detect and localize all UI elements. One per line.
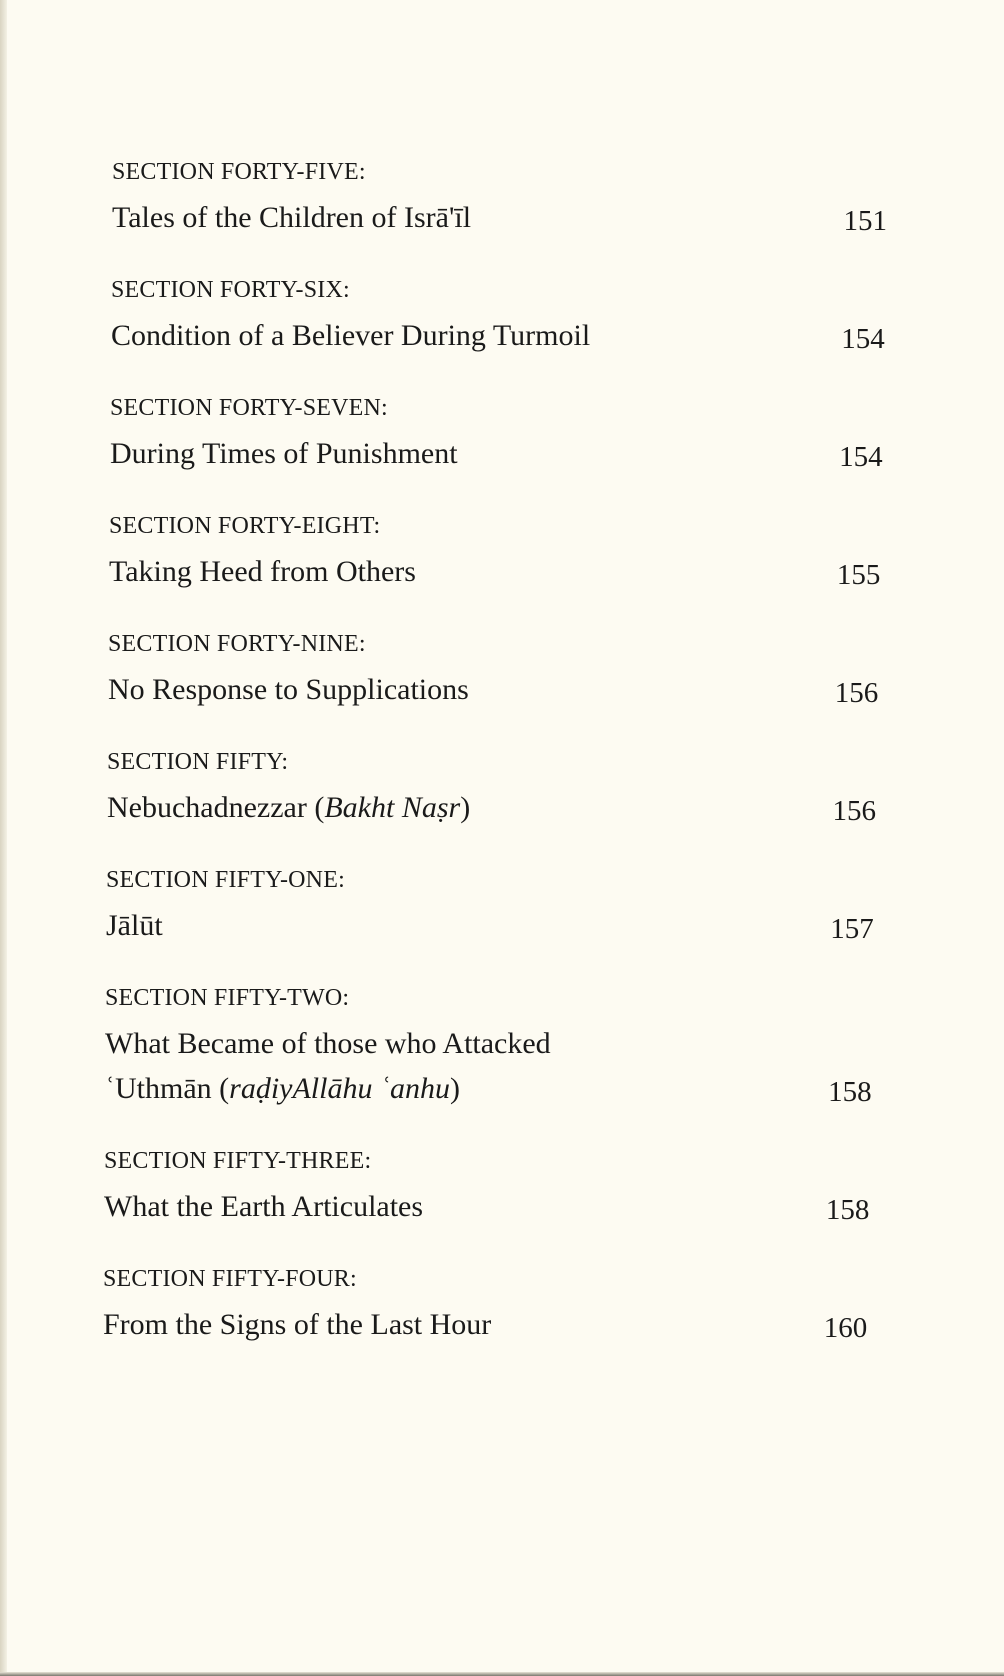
section-heading: SECTION FORTY-EIGHT: xyxy=(109,513,381,539)
page-number: 154 xyxy=(841,323,885,355)
section-title-line: During Times of Punishment xyxy=(110,431,458,476)
section-heading: SECTION FORTY-SEVEN: xyxy=(110,395,388,421)
section-title: During Times of Punishment xyxy=(110,431,458,476)
toc-entry: SECTION FIFTY-THREE: What the Earth Artic… xyxy=(104,1139,869,1229)
title-text: Tales of the Children of Isrā'īl xyxy=(112,201,472,234)
page-number: 158 xyxy=(825,1194,870,1226)
title-text: During Times of Punishment xyxy=(110,437,458,470)
section-heading: SECTION FIFTY-THREE: xyxy=(104,1148,372,1174)
page-number: 158 xyxy=(828,1076,872,1108)
title-text: Nebuchadnezzar ( xyxy=(107,791,325,824)
title-italic-text: raḍiyAllāhu ʿanhu xyxy=(229,1072,450,1105)
toc-entry: SECTION FORTY-NINE: No Response to Suppli… xyxy=(108,622,878,712)
section-title-line: What the Earth Articulates xyxy=(104,1184,423,1229)
section-title: What the Earth Articulates xyxy=(104,1184,423,1229)
title-text: What the Earth Articulates xyxy=(104,1190,424,1223)
section-heading: SECTION FORTY-NINE: xyxy=(108,631,366,657)
title-italic-text: Bakht Naṣr xyxy=(324,791,461,824)
section-heading: SECTION FORTY-FIVE: xyxy=(112,159,366,185)
section-title-line: Condition of a Believer During Turmoil xyxy=(111,313,590,358)
title-text: ) xyxy=(460,791,471,824)
toc-entry: SECTION FIFTY-FOUR: From the Signs of the… xyxy=(103,1257,867,1347)
page-number: 156 xyxy=(834,677,879,709)
table-of-contents: SECTION FORTY-FIVE: Tales of the Children… xyxy=(103,150,887,1375)
title-text: Condition of a Believer During Turmoil xyxy=(111,319,591,352)
section-title: Nebuchadnezzar (Bakht Naṣr) xyxy=(107,785,470,830)
toc-entry: SECTION FORTY-EIGHT: Taking Heed from Oth… xyxy=(109,504,880,594)
page-number: 154 xyxy=(839,441,883,473)
title-text: Jālūt xyxy=(106,909,163,942)
toc-entry: SECTION FIFTY-TWO: What Became of those w… xyxy=(105,976,872,1111)
section-title-line: Jālūt xyxy=(106,903,163,948)
section-title-line: From the Signs of the Last Hour xyxy=(103,1302,491,1347)
section-title-line: ʿUthmān (raḍiyAllāhu ʿanhu) xyxy=(105,1066,551,1111)
toc-entry: SECTION FORTY-SIX: Condition of a Believe… xyxy=(111,268,885,358)
section-heading: SECTION FIFTY: xyxy=(107,749,289,775)
page-number: 156 xyxy=(832,795,877,827)
section-heading: SECTION FIFTY-TWO: xyxy=(105,985,350,1011)
section-title: From the Signs of the Last Hour xyxy=(103,1302,491,1347)
section-heading: SECTION FIFTY-ONE: xyxy=(106,867,345,893)
title-text: What Became of those who Attacked xyxy=(105,1027,551,1060)
section-title: Condition of a Believer During Turmoil xyxy=(111,313,590,358)
title-text: Taking Heed from Others xyxy=(109,555,416,588)
section-title: Taking Heed from Others xyxy=(109,549,416,594)
page-bottom-edge xyxy=(0,1672,1004,1676)
section-title: No Response to Supplications xyxy=(108,667,469,712)
section-heading: SECTION FIFTY-FOUR: xyxy=(103,1266,357,1292)
section-title-line: No Response to Supplications xyxy=(108,667,469,712)
section-title-line: What Became of those who Attacked xyxy=(105,1021,551,1066)
section-title: Tales of the Children of Isrā'īl xyxy=(112,195,471,240)
section-title: Jālūt xyxy=(106,903,163,948)
page-number: 157 xyxy=(830,913,874,945)
title-text: No Response to Supplications xyxy=(108,673,469,706)
section-title: What Became of those who Attacked ʿUthmān… xyxy=(105,1021,551,1111)
toc-entry: SECTION FORTY-FIVE: Tales of the Children… xyxy=(112,150,887,240)
title-text: ʿUthmān ( xyxy=(105,1072,230,1105)
section-heading: SECTION FORTY-SIX: xyxy=(111,277,350,303)
page-number: 155 xyxy=(836,559,881,591)
title-text: From the Signs of the Last Hour xyxy=(103,1308,492,1341)
page-number: 151 xyxy=(843,205,888,237)
page-number: 160 xyxy=(823,1312,868,1344)
toc-entry: SECTION FIFTY: Nebuchadnezzar (Bakht Naṣr… xyxy=(107,740,876,830)
section-title-line: Nebuchadnezzar (Bakht Naṣr) xyxy=(107,785,470,830)
toc-entry: SECTION FORTY-SEVEN: During Times of Puni… xyxy=(110,386,883,476)
section-title-line: Taking Heed from Others xyxy=(109,549,416,594)
toc-entry: SECTION FIFTY-ONE: Jālūt 157 xyxy=(106,858,874,948)
section-title-line: Tales of the Children of Isrā'īl xyxy=(112,195,471,240)
page-spine-edge xyxy=(0,0,7,1676)
title-text: ) xyxy=(449,1072,460,1105)
